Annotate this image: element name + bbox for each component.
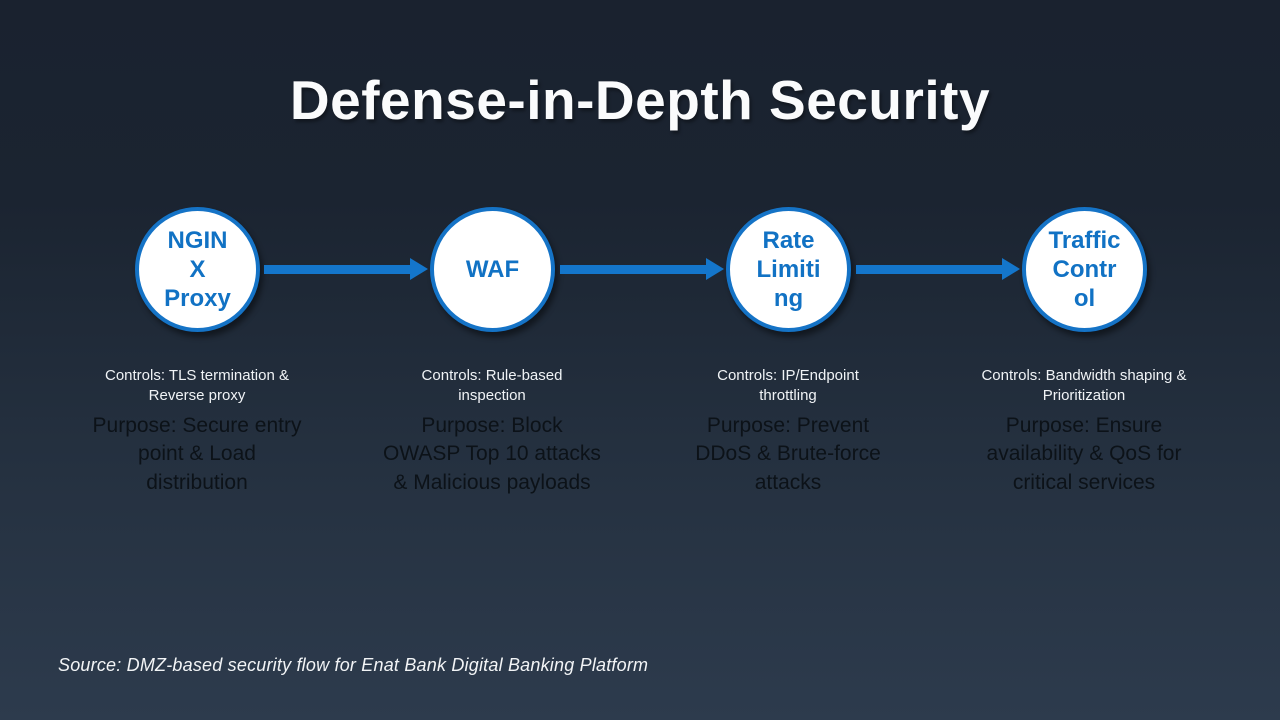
stage-description-rate-limiting: Controls: IP/Endpoint throttling Purpose…	[648, 366, 928, 498]
purpose-text-traffic-control: Purpose: Ensure availability & QoS for c…	[986, 413, 1182, 495]
node-label-rate-limiting: Rate Limiti ng	[756, 226, 821, 313]
node-label-waf: WAF	[465, 255, 520, 283]
controls-text-traffic-control: Controls: Bandwidth shaping & Prioritiza…	[981, 367, 1187, 405]
node-label-traffic-control: Traffic Contr ol	[1048, 226, 1121, 313]
flow-node-traffic-control: Traffic Contr ol	[1022, 207, 1147, 332]
purpose-text-waf: Purpose: Block OWASP Top 10 attacks & Ma…	[383, 413, 601, 495]
controls-text-rate-limiting: Controls: IP/Endpoint throttling	[717, 367, 859, 405]
flow-node-nginx-proxy: NGIN X Proxy	[135, 207, 260, 332]
stage-description-traffic-control: Controls: Bandwidth shaping & Prioritiza…	[944, 366, 1224, 498]
stage-description-waf: Controls: Rule-based inspection Purpose:…	[352, 366, 632, 498]
controls-text-waf: Controls: Rule-based inspection	[421, 367, 563, 405]
flow-arrow-2	[560, 258, 724, 280]
purpose-text-rate-limiting: Purpose: Prevent DDoS & Brute-force atta…	[695, 413, 881, 495]
purpose-text-nginx-proxy: Purpose: Secure entry point & Load distr…	[92, 413, 302, 495]
slide-title: Defense-in-Depth Security	[289, 69, 991, 131]
flow-node-waf: WAF	[430, 207, 555, 332]
source-caption: Source: DMZ-based security flow for Enat…	[58, 655, 649, 675]
flow-arrow-1	[264, 258, 428, 280]
flow-node-rate-limiting: Rate Limiti ng	[726, 207, 851, 332]
stage-description-nginx-proxy: Controls: TLS termination & Reverse prox…	[57, 366, 337, 498]
flow-arrow-3	[856, 258, 1020, 280]
node-label-nginx-proxy: NGIN X Proxy	[164, 226, 231, 313]
controls-text-nginx-proxy: Controls: TLS termination & Reverse prox…	[105, 367, 289, 405]
